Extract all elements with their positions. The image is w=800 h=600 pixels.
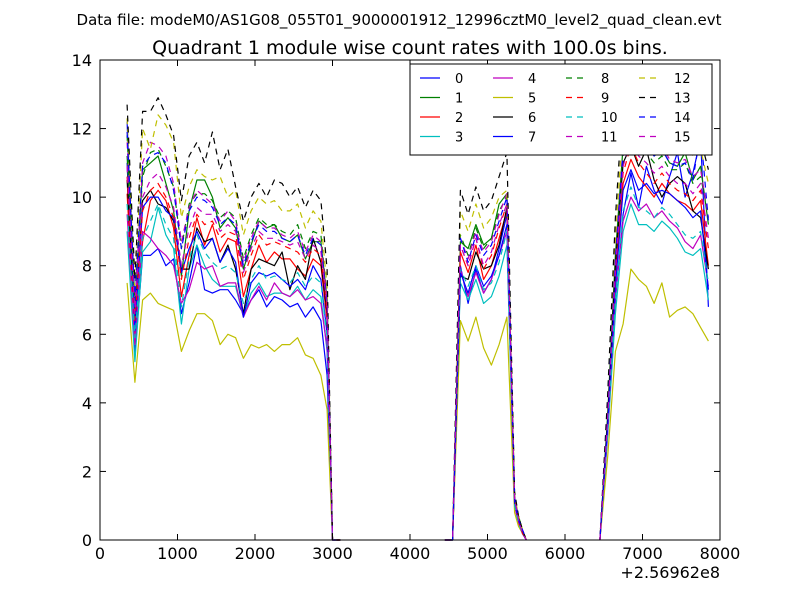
legend-label: 5 [528, 92, 536, 107]
legend-entry-14: 14 [639, 111, 691, 126]
legend-entry-1: 1 [420, 92, 463, 107]
legend-entry-9: 9 [566, 92, 609, 107]
series-3-segment-2 [599, 203, 709, 541]
series-12-segment-0 [126, 114, 341, 541]
y-tick-label: 12 [72, 120, 92, 139]
legend-frame [409, 63, 713, 156]
legend-entry-13: 13 [639, 92, 691, 107]
y-tick-label: 4 [82, 394, 92, 413]
series-15-segment-1 [444, 203, 527, 541]
x-tick-label: 0 [95, 544, 105, 563]
legend-entry-6: 6 [493, 111, 536, 126]
legend-label: 3 [455, 131, 463, 146]
x-tick-label: 5000 [467, 544, 508, 563]
series-5-segment-0 [126, 282, 341, 541]
series-8-segment-0 [126, 135, 341, 541]
series-14-segment-2 [599, 124, 709, 541]
legend-entry-4: 4 [493, 72, 536, 87]
y-tick-label: 0 [82, 531, 92, 550]
y-tick-label: 14 [72, 51, 92, 70]
legend-label: 0 [455, 72, 463, 87]
series-4-segment-0 [126, 214, 341, 541]
series-layer [126, 66, 709, 541]
legend-entry-10: 10 [566, 111, 618, 126]
y-tick-label: 2 [82, 462, 92, 481]
legend-label: 1 [455, 92, 463, 107]
series-7-segment-2 [599, 169, 709, 541]
x-tick-label: 1000 [157, 544, 198, 563]
x-tick-label: 6000 [545, 544, 586, 563]
chart-title: Quadrant 1 module wise count rates with … [152, 37, 668, 59]
series-10 [126, 186, 709, 541]
x-tick-label: 2000 [235, 544, 276, 563]
series-3 [126, 203, 709, 541]
series-2-segment-0 [126, 189, 341, 541]
x-tick-label: 3000 [312, 544, 353, 563]
legend-label: 11 [601, 131, 618, 146]
series-13 [126, 66, 709, 541]
legend-entry-15: 15 [639, 131, 691, 146]
legend-label: 6 [528, 111, 536, 126]
series-15 [126, 138, 709, 541]
y-tick-label: 6 [82, 325, 92, 344]
legend-label: 10 [601, 111, 618, 126]
legend-entry-8: 8 [566, 72, 609, 87]
legend-entry-5: 5 [493, 92, 536, 107]
series-15-segment-0 [126, 166, 341, 541]
legend-label: 9 [601, 92, 609, 107]
legend-label: 7 [528, 131, 536, 146]
ticks-layer: 0 1000 2000 3000 4000 5000 6000 7000 80000246810… [72, 51, 741, 563]
x-tick-label: 8000 [700, 544, 741, 563]
series-8-segment-2 [599, 121, 709, 541]
series-13-segment-0 [126, 97, 341, 541]
legend-label: 12 [674, 72, 691, 87]
series-14-segment-0 [126, 131, 341, 541]
legend-label: 15 [674, 131, 691, 146]
legend-entry-2: 2 [420, 111, 463, 126]
series-5 [126, 268, 709, 541]
series-7-segment-0 [126, 121, 341, 541]
y-tick-label: 8 [82, 257, 92, 276]
legend-entry-3: 3 [420, 131, 463, 146]
legend-label: 13 [674, 92, 691, 107]
legend-label: 14 [674, 111, 691, 126]
legend-entry-11: 11 [566, 131, 618, 146]
legend-label: 4 [528, 72, 536, 87]
y-tick-label: 10 [72, 188, 92, 207]
chart-suptitle: Data file: modeM0/AS1G08_055T01_90000019… [77, 11, 722, 30]
series-9-segment-0 [126, 176, 341, 541]
legend-entry-12: 12 [639, 72, 691, 87]
series-1-segment-0 [126, 155, 341, 541]
x-tick-label: 7000 [622, 544, 663, 563]
legend-entry-0: 0 [420, 72, 463, 87]
series-11-segment-0 [126, 141, 341, 541]
legend-label: 2 [455, 111, 463, 126]
legend-label: 8 [601, 72, 609, 87]
x-tick-label: 4000 [390, 544, 431, 563]
series-3-segment-0 [126, 206, 341, 541]
x-offset-label: +2.56962e8 [620, 563, 720, 582]
series-5-segment-1 [444, 316, 527, 541]
series-0-segment-0 [126, 162, 341, 541]
series-13-segment-1 [444, 152, 527, 541]
series-10-segment-1 [444, 230, 527, 541]
legend-entry-7: 7 [493, 131, 536, 146]
series-5-segment-2 [599, 268, 709, 541]
series-15-segment-2 [599, 138, 709, 541]
